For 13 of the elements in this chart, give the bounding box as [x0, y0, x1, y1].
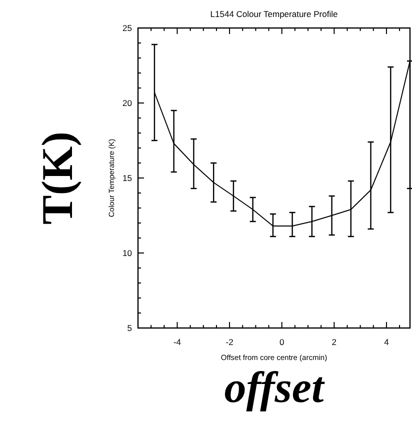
x-tick-label: -2	[226, 337, 234, 347]
y-tick-label: 5	[127, 323, 132, 333]
y-tick-label: 20	[122, 98, 132, 108]
x-tick-label: 0	[279, 337, 284, 347]
text: offset	[224, 363, 326, 412]
y-tick-label: 15	[122, 173, 132, 183]
y-tick-label: 25	[122, 23, 132, 33]
chart-title: L1544 Colour Temperature Profile	[210, 9, 338, 19]
text: T(K)	[33, 132, 82, 224]
x-tick-label: 4	[384, 337, 390, 347]
y-tick-label: 10	[122, 248, 132, 258]
x-tick-label: 2	[332, 337, 337, 347]
x-tick-label: -4	[173, 337, 182, 347]
